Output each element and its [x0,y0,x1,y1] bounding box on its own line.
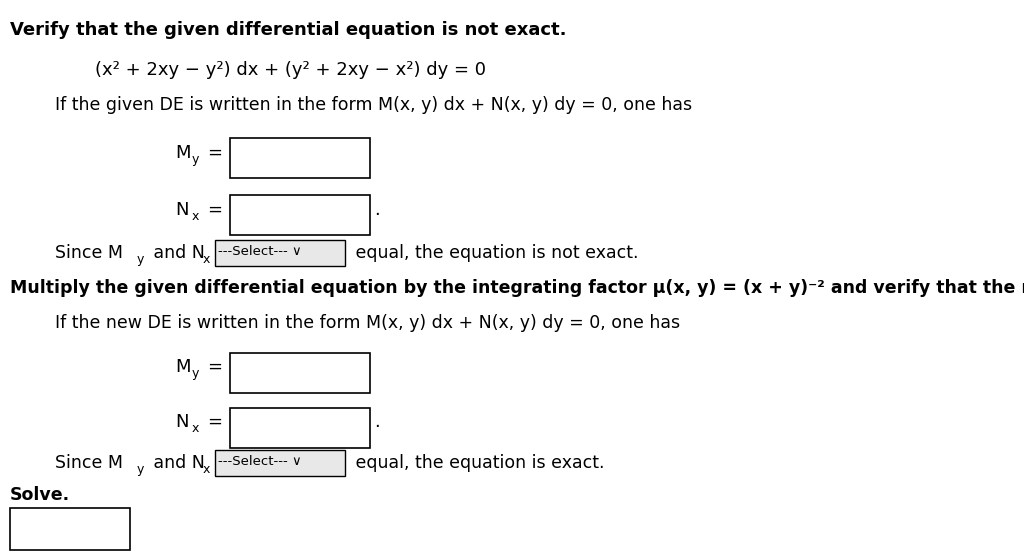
Text: =: = [207,413,222,431]
Text: x: x [203,463,210,476]
Text: .: . [374,201,380,219]
Text: =: = [207,358,222,376]
Bar [215,450,345,476]
Text: .: . [374,413,380,431]
Text: x: x [193,422,200,435]
Text: y: y [193,367,200,380]
Text: x: x [193,210,200,223]
Text: =: = [207,144,222,162]
Text: =: = [207,201,222,219]
Bar [230,408,370,448]
Text: N: N [175,201,188,219]
Text: M: M [175,144,190,162]
Text: x: x [203,253,210,266]
Text: Since M: Since M [55,454,123,472]
Text: Since M: Since M [55,244,123,262]
Text: y: y [193,153,200,166]
Text: Solve.: Solve. [10,486,70,504]
Bar [10,508,130,550]
Text: ---Select--- ∨: ---Select--- ∨ [218,455,302,468]
Bar [230,353,370,393]
Text: equal, the equation is not exact.: equal, the equation is not exact. [350,244,639,262]
Text: and N: and N [148,244,205,262]
Text: y: y [137,463,144,476]
Text: If the given DE is written in the form M(x, y) dx + N(x, y) dy = 0, one has: If the given DE is written in the form M… [55,96,692,114]
Text: If the new DE is written in the form M(x, y) dx + N(x, y) dy = 0, one has: If the new DE is written in the form M(x… [55,314,680,332]
Bar [230,195,370,235]
Text: Multiply the given differential equation by the integrating factor μ(x, y) = (x : Multiply the given differential equation… [10,279,1024,297]
Text: M: M [175,358,190,376]
Text: and N: and N [148,454,205,472]
Text: N: N [175,413,188,431]
Bar [230,138,370,178]
Text: y: y [137,253,144,266]
Text: equal, the equation is exact.: equal, the equation is exact. [350,454,604,472]
Text: Verify that the given differential equation is not exact.: Verify that the given differential equat… [10,21,566,39]
Text: (x² + 2xy − y²) dx + (y² + 2xy − x²) dy = 0: (x² + 2xy − y²) dx + (y² + 2xy − x²) dy … [95,61,486,79]
Bar [215,240,345,266]
Text: ---Select--- ∨: ---Select--- ∨ [218,245,302,258]
